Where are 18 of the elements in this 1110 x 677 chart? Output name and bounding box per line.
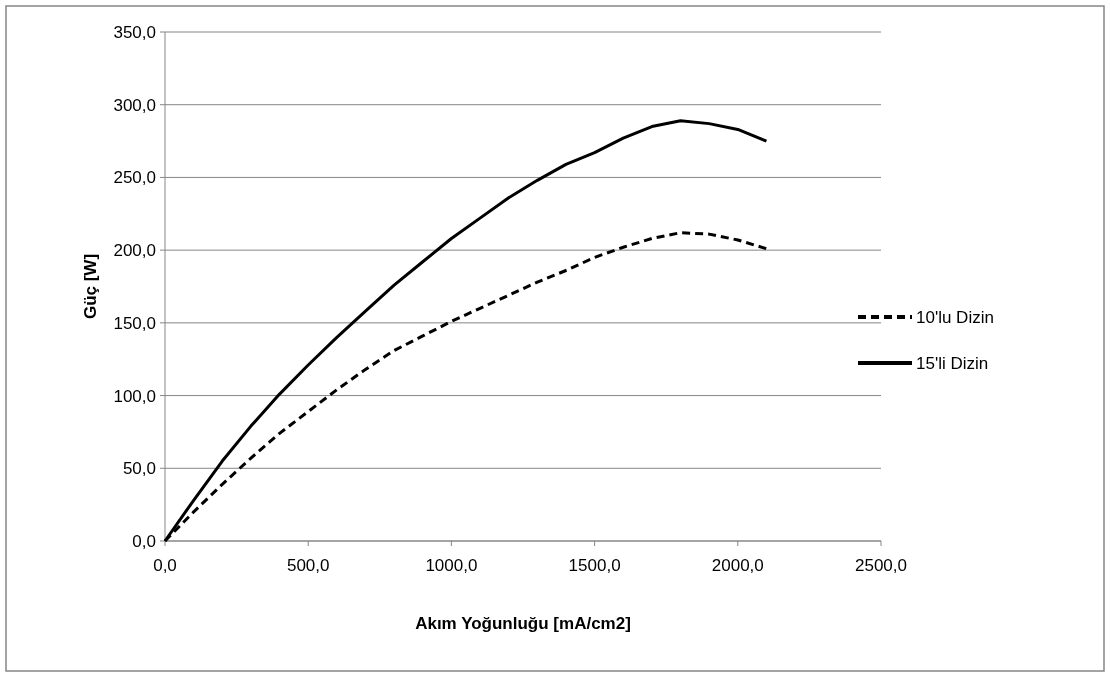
y-axis-title: Güç [W] xyxy=(81,253,100,320)
x-axis-title: Akım Yoğunluğu [mA/cm2] xyxy=(415,614,631,633)
x-tick-label: 2000,0 xyxy=(711,556,764,575)
legend-label: 15'li Dizin xyxy=(916,353,989,373)
y-tick-label: 150,0 xyxy=(113,313,156,333)
x-tick-label: 1000,0 xyxy=(425,556,478,575)
x-tick-label: 1500,0 xyxy=(568,556,621,575)
y-tick-label: 100,0 xyxy=(113,386,156,406)
y-tick-label: 350,0 xyxy=(113,22,156,42)
legend-label: 10'lu Dizin xyxy=(916,307,994,327)
y-tick-label: 250,0 xyxy=(113,168,156,188)
y-tick-label: 0,0 xyxy=(132,531,156,551)
y-tick-label: 50,0 xyxy=(122,459,156,479)
y-tick-label: 200,0 xyxy=(113,241,156,261)
x-tick-label: 0,0 xyxy=(153,556,177,575)
x-tick-label: 500,0 xyxy=(286,556,330,575)
y-tick-label: 300,0 xyxy=(113,95,156,115)
x-tick-label: 2500,0 xyxy=(855,556,907,575)
